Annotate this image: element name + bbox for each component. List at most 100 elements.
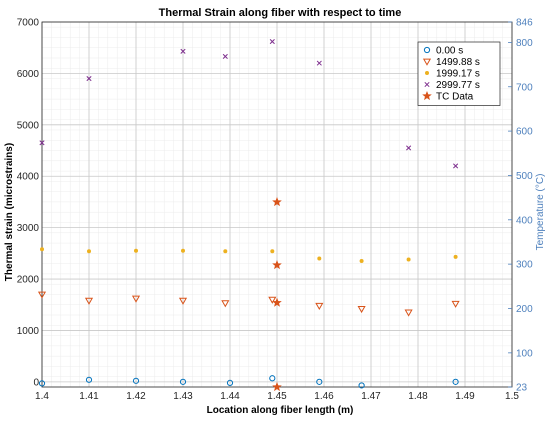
x-tick-label: 1.42 (126, 391, 146, 402)
x-axis-ticks: 1.4 1.41 1.42 1.43 1.44 1.45 1.46 1.47 1.48 1.49 1… (35, 391, 519, 402)
data-point (179, 378, 187, 385)
right-y-tick-label: 700 (516, 82, 533, 93)
x-tick-label: 1.49 (455, 391, 475, 402)
data-point-stroke (86, 75, 92, 82)
series-3 (39, 38, 459, 169)
data-point (316, 60, 322, 66)
series-2 (40, 247, 458, 264)
x-axis-label: Location along fiber length (m) (207, 405, 354, 416)
data-point (178, 297, 188, 305)
data-point (406, 257, 411, 262)
data-point (357, 305, 366, 314)
x-tick-label: 1.41 (79, 391, 99, 402)
y-tick-label: 2000 (17, 275, 40, 286)
series-1 (37, 291, 460, 317)
data-point (268, 296, 277, 304)
right-y-tick-label: 23 (516, 383, 528, 394)
data-point-stroke (269, 38, 275, 45)
data-point (38, 380, 46, 387)
y-axis-label: Thermal strain (microstrains) (4, 143, 15, 281)
y-tick-label: 6000 (17, 69, 40, 80)
y-tick-label: 0 (33, 377, 39, 388)
data-point (358, 382, 365, 389)
data-point (452, 378, 459, 385)
data-point-stroke (180, 48, 186, 54)
data-point (269, 38, 275, 45)
y-axis-ticks: 0 1000 2000 3000 4000 5000 6000 7000 (17, 18, 40, 389)
legend-marker-stroke (424, 81, 430, 88)
right-y-axis-label: Temperature (°C) (535, 174, 546, 251)
data-point (39, 140, 45, 146)
x-tick-label: 1.5 (505, 391, 519, 402)
data-marks (37, 38, 460, 392)
x-tick-label: 1.44 (220, 391, 240, 402)
data-point (272, 260, 282, 270)
data-point (180, 48, 186, 54)
legend-marker (423, 46, 431, 54)
right-y-tick-label: 300 (516, 260, 533, 271)
data-point (37, 291, 47, 299)
data-point (406, 145, 412, 151)
y-tick-label: 5000 (17, 120, 40, 131)
legend-marker (425, 71, 429, 75)
right-y-tick-label: 846 (516, 18, 533, 29)
data-point (269, 375, 276, 382)
legend-marker (424, 81, 430, 88)
x-tick-label: 1.45 (267, 391, 287, 402)
data-point (86, 75, 92, 82)
data-point-stroke (222, 53, 228, 59)
y-tick-label: 1000 (17, 326, 40, 337)
data-point-stroke (316, 60, 322, 66)
legend-label: 2999.77 s (436, 80, 480, 91)
data-point-stroke (406, 145, 412, 151)
right-y-tick-label: 400 (516, 215, 533, 226)
data-point (315, 302, 324, 310)
data-point (221, 300, 230, 308)
data-point (359, 259, 364, 264)
right-y-tick-label: 500 (516, 171, 533, 182)
data-point-stroke (39, 140, 45, 146)
data-point-stroke (453, 163, 459, 169)
y-tick-label: 3000 (17, 223, 40, 234)
legend-label: 1499.88 s (436, 57, 480, 68)
legend-label: TC Data (436, 92, 474, 103)
series-0 (38, 375, 459, 389)
right-y-axis-ticks: 23 100 200 300 400 500 600 700 800 846 (508, 18, 533, 394)
data-point (134, 248, 138, 253)
y-tick-label: 4000 (17, 172, 40, 183)
data-point (272, 197, 282, 207)
data-point (226, 379, 234, 386)
legend-marker (422, 90, 432, 101)
y-tick-label: 7000 (17, 18, 40, 29)
data-point (181, 248, 185, 253)
series-4 (272, 197, 282, 392)
legend-label: 0.00 s (436, 46, 463, 57)
right-y-tick-label: 100 (516, 348, 533, 359)
data-point (272, 381, 282, 392)
data-point (317, 256, 322, 261)
data-point (87, 249, 91, 254)
x-tick-label: 1.43 (173, 391, 193, 402)
x-tick-label: 1.4 (35, 391, 49, 402)
chart-title: Thermal Strain along fiber with respect … (159, 7, 402, 19)
right-y-tick-label: 200 (516, 304, 533, 315)
x-tick-label: 1.48 (408, 391, 428, 402)
data-point (85, 376, 93, 383)
data-point (40, 247, 44, 252)
legend-marker (422, 58, 432, 66)
data-point (316, 378, 323, 385)
data-point (222, 53, 228, 59)
data-point (270, 249, 275, 254)
data-point (451, 300, 460, 308)
data-point (404, 309, 413, 317)
legend-label: 1999.17 s (436, 69, 480, 80)
data-point (84, 297, 94, 305)
legend-box (417, 41, 501, 106)
data-point (453, 163, 459, 169)
data-point (223, 249, 228, 254)
data-point (272, 297, 282, 307)
data-point (131, 295, 141, 303)
x-tick-label: 1.47 (361, 391, 381, 402)
right-y-tick-label: 800 (516, 38, 533, 49)
